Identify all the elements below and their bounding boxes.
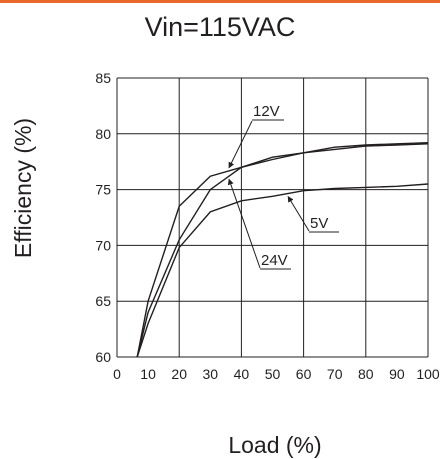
callout-arrow (227, 178, 261, 269)
y-tick-label: 80 (95, 126, 111, 142)
series-line-24v (136, 143, 429, 358)
y-tick-label: 85 (95, 70, 111, 86)
x-tick-label: 0 (113, 366, 121, 382)
series-line-12v (136, 142, 429, 358)
grid-layer (116, 77, 429, 358)
x-tick-label: 20 (171, 366, 187, 382)
x-tick-label: 100 (416, 366, 440, 382)
x-tick-label: 90 (389, 366, 405, 382)
x-tick-label: 70 (327, 366, 343, 382)
y-tick-label: 65 (95, 293, 111, 309)
callout-label-5v: 5V (310, 215, 328, 232)
x-tick-label: 40 (234, 366, 250, 382)
x-axis-label: Load (%) (228, 432, 321, 458)
x-tick-label: 50 (265, 366, 281, 382)
callout-arrow (228, 120, 253, 169)
x-tick-label: 80 (358, 366, 374, 382)
series-line-5v (136, 183, 429, 358)
series-layer (136, 142, 429, 358)
chart-title: Vin=115VAC (144, 12, 296, 42)
y-tick-label: 70 (95, 237, 111, 253)
y-tick-label: 75 (95, 182, 111, 198)
x-tick-label: 30 (203, 366, 219, 382)
callout-label-12v: 12V (253, 103, 280, 120)
series-callouts: 12V 24V 5V (227, 103, 339, 270)
x-tick-label: 10 (140, 366, 156, 382)
callout-arrow (287, 195, 310, 232)
x-tick-label: 60 (296, 366, 312, 382)
y-tick-label: 60 (95, 349, 111, 365)
tick-labels: 0 10 20 30 40 50 60 70 80 90 100 85 80 75 70 65 60 (95, 70, 439, 382)
callout-label-24v: 24V (261, 252, 288, 269)
top-accent-rule (0, 0, 440, 3)
y-axis-label: Efficiency (%) (10, 118, 36, 258)
